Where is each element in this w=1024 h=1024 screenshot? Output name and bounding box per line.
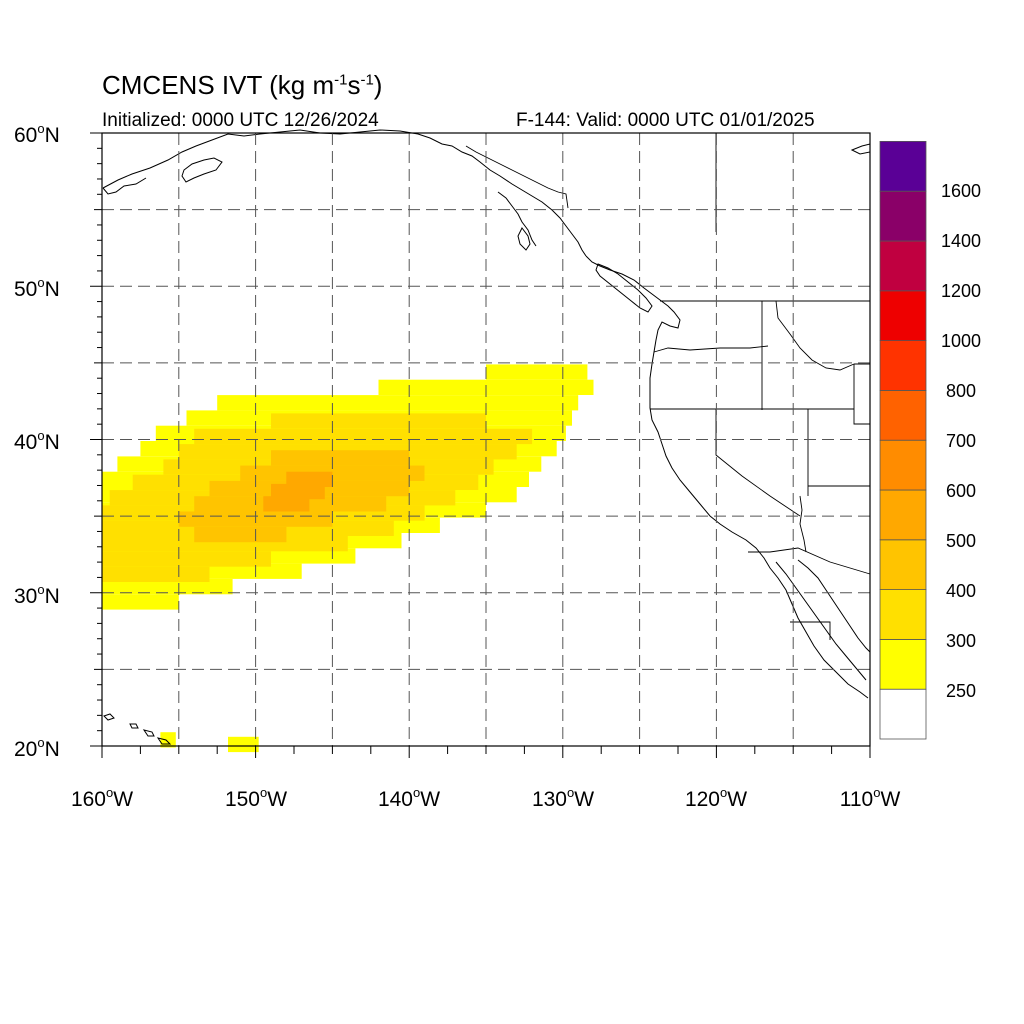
cb-label-250: 250	[946, 681, 976, 701]
ivt-cell	[217, 395, 579, 411]
wyoming-box	[853, 363, 870, 425]
pacific-nw-coast	[585, 255, 869, 699]
map-title: CMCENS IVT (kg m-1s-1)	[102, 70, 382, 101]
alaska-top-right	[850, 143, 871, 155]
kodiak-island	[181, 157, 223, 183]
lon-label-150: 150oW	[225, 785, 287, 811]
idaho-montana-border	[775, 300, 855, 371]
mexico-mainland-coast	[797, 559, 871, 653]
cb-label-1000: 1000	[941, 331, 981, 351]
colorbar-labels: 250 300 400 500 600 700 800 1000 1200 14…	[941, 181, 981, 701]
ivt-cell	[194, 526, 287, 543]
cb-label-300: 300	[946, 631, 976, 651]
lat-label-60: 60oN	[14, 121, 60, 147]
cb-label-500: 500	[946, 531, 976, 551]
lat-label-50: 50oN	[14, 275, 60, 301]
colorbar-swatch	[879, 589, 927, 640]
ak-canada-border	[465, 145, 569, 209]
ivt-cell	[263, 496, 310, 512]
ivt-cell	[102, 579, 233, 595]
graticule	[102, 133, 870, 746]
title-exponent-2: -1	[360, 71, 374, 89]
colorbar-swatch	[879, 389, 927, 441]
colorbar-swatch	[879, 439, 927, 491]
vancouver-island	[595, 263, 653, 313]
colorbar-swatch	[879, 140, 927, 192]
ivt-field	[102, 364, 594, 753]
cb-label-1400: 1400	[941, 231, 981, 251]
colorbar-swatch	[879, 290, 927, 341]
colorbar-swatch	[879, 190, 927, 242]
latitude-labels: 60oN 50oN 40oN 30oN 20oN	[14, 121, 60, 761]
lat-label-20: 20oN	[14, 735, 60, 761]
lon-label-130: 130oW	[532, 785, 594, 811]
ivt-cell	[160, 732, 176, 748]
ivt-cell	[194, 428, 533, 445]
colorbar-swatch	[879, 340, 927, 391]
hawaii-islands	[103, 713, 172, 745]
ivt-cell	[271, 483, 325, 500]
lon-label-140: 140oW	[378, 785, 440, 811]
ivt-cell	[271, 413, 486, 429]
ivt-cell	[102, 594, 179, 610]
lat-label-40: 40oN	[14, 428, 60, 454]
lat-label-30: 30oN	[14, 582, 60, 608]
colorbar-swatch	[879, 489, 927, 541]
colorbar-swatch	[879, 539, 927, 590]
cb-label-1200: 1200	[941, 281, 981, 301]
colorbar-swatch	[879, 639, 927, 690]
cb-label-1600: 1600	[941, 181, 981, 201]
colorbar	[879, 140, 927, 740]
lon-label-110: 110oW	[840, 785, 901, 811]
title-text-s: s	[347, 70, 361, 100]
cb-label-800: 800	[946, 381, 976, 401]
wa-or-border	[653, 345, 769, 353]
title-exponent-1: -1	[334, 71, 348, 89]
ivt-cell	[271, 450, 410, 466]
ivt-cell	[102, 551, 271, 567]
cb-label-600: 600	[946, 481, 976, 501]
colorbar-swatch	[879, 688, 927, 740]
ivt-cell	[286, 471, 333, 487]
cb-label-400: 400	[946, 581, 976, 601]
canada-islands	[517, 227, 531, 251]
colorbar-swatch	[879, 240, 927, 292]
longitude-labels: 160oW 150oW 140oW 130oW 120oW 110oW	[71, 785, 901, 811]
valid-time-label: F-144: Valid: 0000 UTC 01/01/2025	[516, 110, 815, 131]
alaska-islands	[497, 191, 537, 247]
lon-label-120: 120oW	[685, 785, 747, 811]
lon-label-160: 160oW	[71, 785, 133, 811]
ivt-cell	[228, 736, 259, 753]
ca-nv-border	[715, 409, 801, 517]
ivt-cell	[486, 364, 588, 380]
axis-ticks	[90, 132, 871, 758]
alaska-coast	[102, 129, 587, 257]
baja-gulf-coast	[775, 561, 867, 681]
baja-inner-border	[790, 621, 831, 640]
initialized-label: Initialized: 0000 UTC 12/26/2024	[102, 110, 379, 131]
colorado-river	[799, 495, 807, 553]
alaska-coast-detail	[102, 177, 147, 195]
cb-label-700: 700	[946, 431, 976, 451]
ivt-cell	[102, 566, 210, 582]
us-mexico-border	[748, 547, 871, 575]
title-text-end: )	[373, 70, 383, 100]
title-text: CMCENS IVT (kg m	[102, 70, 335, 100]
